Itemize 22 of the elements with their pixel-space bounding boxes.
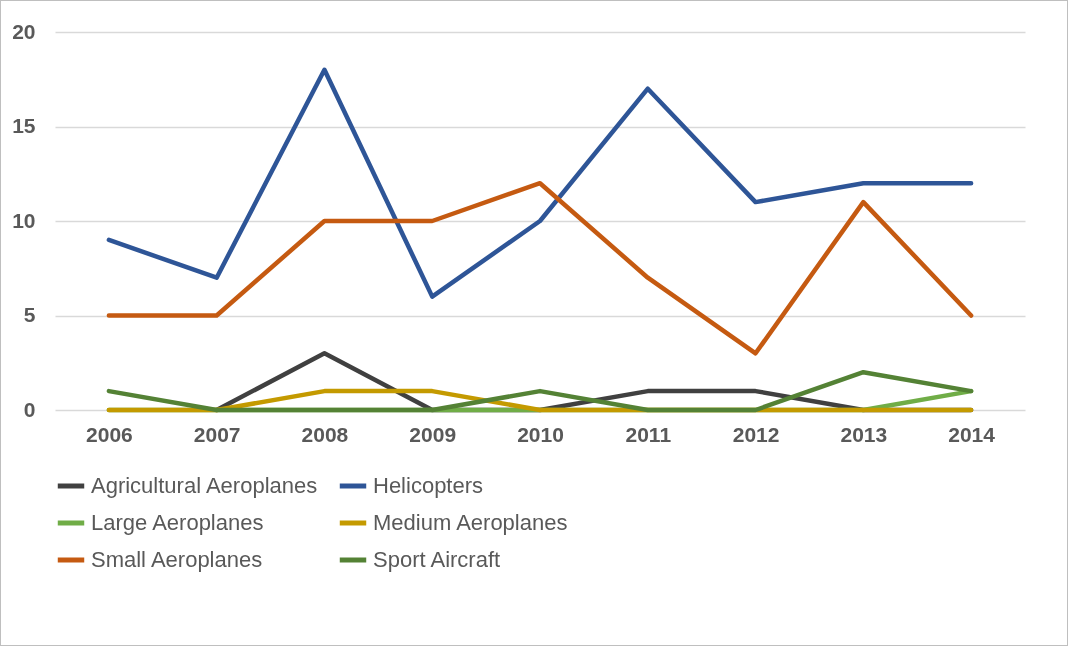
line-series <box>106 67 974 299</box>
y-tick-label: 5 <box>23 303 36 326</box>
x-tick-label: 2010 <box>517 422 564 446</box>
legend-label: Medium Aeroplanes <box>373 510 568 535</box>
legend-label: Small Aeroplanes <box>91 547 263 572</box>
legend-label: Large Aeroplanes <box>91 510 264 535</box>
y-tick-label: 15 <box>12 114 36 137</box>
x-tick-label: 2009 <box>409 422 457 446</box>
x-tick-label: 2013 <box>840 422 888 446</box>
x-tick-label: 2008 <box>301 422 349 446</box>
y-tick-label: 20 <box>12 19 36 43</box>
line-series <box>106 180 974 356</box>
x-tick-label: 2007 <box>193 422 241 446</box>
x-tick-label: 2012 <box>732 422 780 446</box>
x-tick-label: 2014 <box>948 422 996 446</box>
y-tick-label: 0 <box>23 397 36 421</box>
y-tick-label: 10 <box>12 208 36 232</box>
legend-label: Agricultural Aeroplanes <box>91 473 318 498</box>
legend-label: Helicopters <box>373 473 484 498</box>
legend-label: Sport Aircraft <box>373 547 501 572</box>
x-tick-label: 2006 <box>86 422 133 446</box>
x-tick-label: 2011 <box>625 422 672 446</box>
